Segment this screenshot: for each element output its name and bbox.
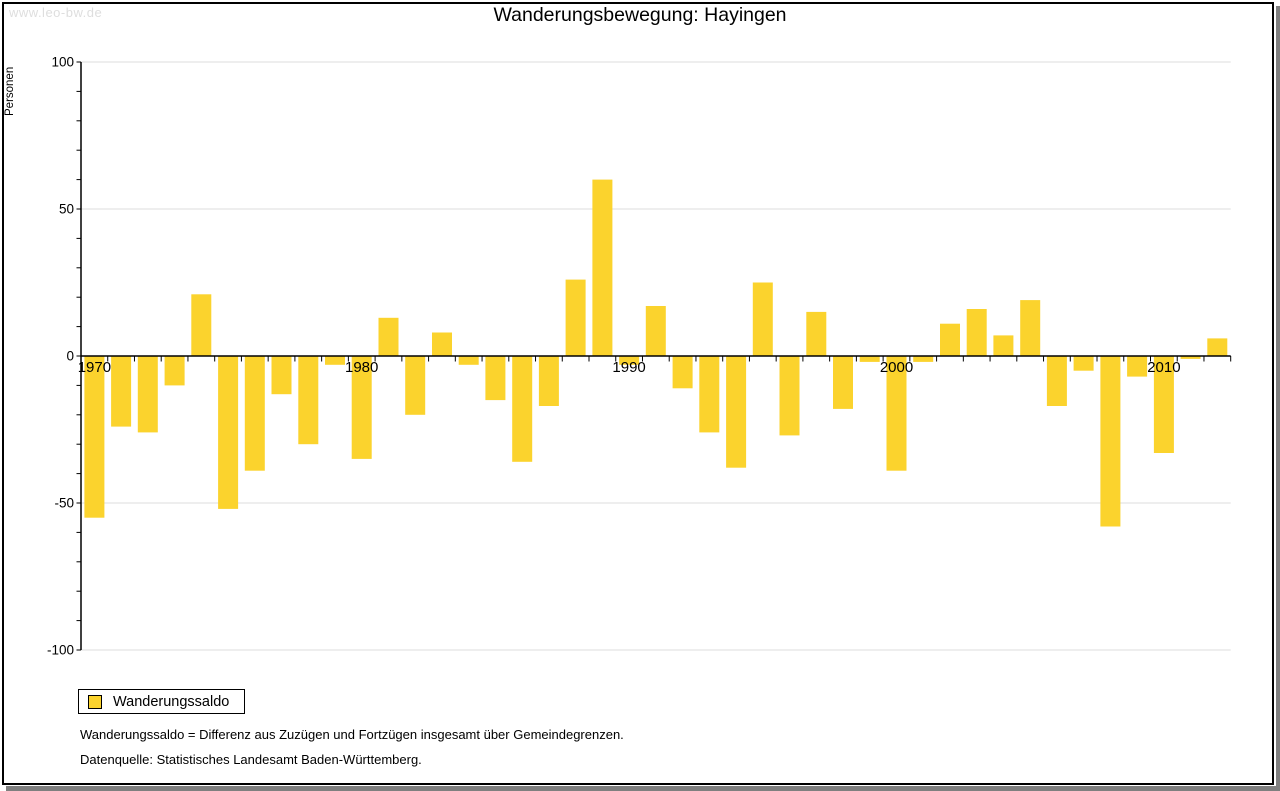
bar-1990 — [619, 356, 640, 365]
bar-1972 — [137, 356, 158, 433]
bar-1983 — [432, 332, 452, 356]
bar-2005 — [1020, 300, 1041, 356]
bar-1991 — [645, 306, 666, 356]
bar-1977 — [271, 356, 292, 395]
frame-shadow-right — [1276, 6, 1280, 791]
bar-2011 — [1180, 356, 1201, 359]
bar-1975 — [218, 356, 239, 509]
y-tick-label: 0 — [66, 349, 74, 364]
bar-1995 — [752, 282, 773, 356]
bar-1989 — [592, 179, 613, 356]
bar-1984 — [458, 356, 479, 365]
y-tick-label: 50 — [59, 202, 74, 217]
bar-1970 — [84, 356, 105, 518]
y-axis-title: Personen — [4, 66, 16, 116]
bar-2001 — [913, 356, 934, 362]
bar-1981 — [378, 317, 399, 356]
x-tick-label: 2010 — [1147, 359, 1180, 376]
bar-1986 — [512, 356, 533, 462]
bar-2007 — [1073, 356, 1094, 371]
bar-1997 — [806, 311, 827, 356]
bar-2003 — [966, 309, 987, 356]
legend-swatch-icon — [88, 694, 102, 709]
bar-2004 — [993, 335, 1014, 356]
legend-label: Wanderungssaldo — [113, 693, 230, 710]
chart-title: Wanderungsbewegung: Hayingen — [493, 4, 787, 26]
x-tick-label: 1990 — [612, 359, 645, 376]
bar-2002 — [940, 323, 960, 356]
bar-1973 — [164, 356, 185, 386]
bar-1980 — [351, 356, 372, 459]
footnote-source: Datenquelle: Statistisches Landesamt Bad… — [80, 752, 422, 767]
bar-1987 — [538, 356, 559, 406]
x-tick-label: 1980 — [345, 359, 378, 376]
frame-shadow-bottom — [6, 786, 1280, 791]
x-tick-label: 1970 — [78, 359, 111, 376]
bar-1996 — [779, 356, 800, 436]
y-tick-label: -100 — [47, 643, 74, 658]
bar-2006 — [1046, 356, 1067, 406]
bar-2009 — [1127, 356, 1148, 377]
bar-1994 — [726, 356, 747, 468]
bar-1993 — [699, 356, 720, 433]
bar-1985 — [485, 356, 506, 401]
y-tick-label: -50 — [54, 496, 74, 511]
y-tick-label: 100 — [51, 55, 74, 70]
footnote-definition: Wanderungssaldo = Differenz aus Zuzügen … — [80, 727, 624, 742]
bar-2010 — [1153, 356, 1174, 453]
bar-2008 — [1100, 356, 1121, 527]
bar-1992 — [672, 356, 693, 389]
bar-1999 — [859, 356, 880, 362]
bar-1988 — [565, 279, 586, 356]
bar-1974 — [191, 294, 212, 356]
bar-2012 — [1207, 338, 1228, 356]
x-tick-label: 2000 — [880, 359, 913, 376]
bar-1998 — [833, 356, 853, 409]
bar-1976 — [244, 356, 265, 471]
bar-1971 — [111, 356, 132, 427]
legend-box: Wanderungssaldo — [78, 689, 245, 714]
bar-1979 — [325, 356, 345, 365]
bar-2000 — [886, 356, 907, 471]
bar-1978 — [298, 356, 319, 445]
watermark: www.leo-bw.de — [9, 5, 103, 20]
bar-1982 — [405, 356, 426, 415]
